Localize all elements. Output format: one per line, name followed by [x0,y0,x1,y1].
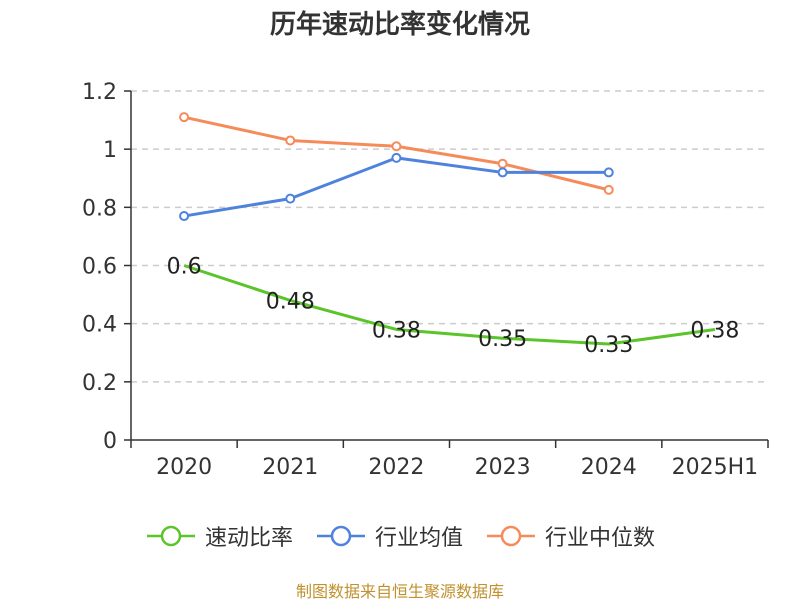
data-label: 0.38 [372,318,421,343]
chart-title: 历年速动比率变化情况 [269,10,530,40]
legend: 速动比率 行业均值 行业中位数 [0,520,800,552]
y-tick-label: 1 [103,138,117,163]
x-tick-label: 2023 [475,455,531,480]
data-label: 0.35 [478,327,527,352]
y-tick-label: 0.6 [82,255,117,280]
grid-lines [131,90,768,383]
y-tick-label: 0.4 [82,313,117,338]
data-point-industry-median[interactable] [497,158,508,169]
legend-swatch-industry-median [487,525,535,547]
y-tick-label: 0.2 [82,371,117,396]
y-tick-label: 0 [103,429,117,454]
legend-swatch-industry-mean [316,525,365,547]
data-point-industry-mean[interactable] [285,193,296,204]
data-label: 0.38 [690,318,739,343]
y-tick-label: 1.2 [82,80,117,105]
x-tick-label: 2020 [156,455,212,480]
data-label: 0.33 [584,333,633,358]
y-tick-label: 0.8 [82,196,117,221]
axes: 0 0.2 0.4 0.6 0.8 1 1.2 2020 2021 2022 2023 2024 202… [82,80,769,480]
data-point-industry-mean[interactable] [391,152,402,163]
legend-label-quick-ratio: 速动比率 [204,526,293,551]
series-lines [179,112,716,346]
data-point-industry-median[interactable] [391,141,402,152]
data-point-industry-mean[interactable] [497,167,508,178]
legend-label-industry-mean: 行业均值 [374,526,463,551]
data-point-industry-median[interactable] [285,135,296,146]
data-point-industry-mean[interactable] [603,167,614,178]
data-label: 0.6 [167,255,202,280]
data-label: 0.48 [266,289,315,314]
x-tick-label: 2021 [262,455,318,480]
series-line-quick-ratio [183,264,716,346]
x-tick-label: 2022 [368,455,424,480]
source-note: 制图数据来自恒生聚源数据库 [295,582,504,601]
data-point-industry-median[interactable] [603,184,614,195]
data-labels: 0.6 0.48 0.38 0.35 0.33 0.38 [167,255,740,359]
legend-item-industry-median[interactable]: 行业中位数 [485,520,655,552]
legend-swatch-quick-ratio [146,525,195,547]
legend-item-quick-ratio[interactable]: 速动比率 [145,520,293,552]
legend-label-industry-median: 行业中位数 [545,526,656,551]
legend-item-industry-mean[interactable]: 行业均值 [315,520,463,552]
data-point-industry-median[interactable] [179,112,190,123]
data-point-industry-mean[interactable] [179,211,190,222]
x-tick-label: 2024 [581,455,637,480]
x-tick-label: 2025H1 [672,455,759,480]
